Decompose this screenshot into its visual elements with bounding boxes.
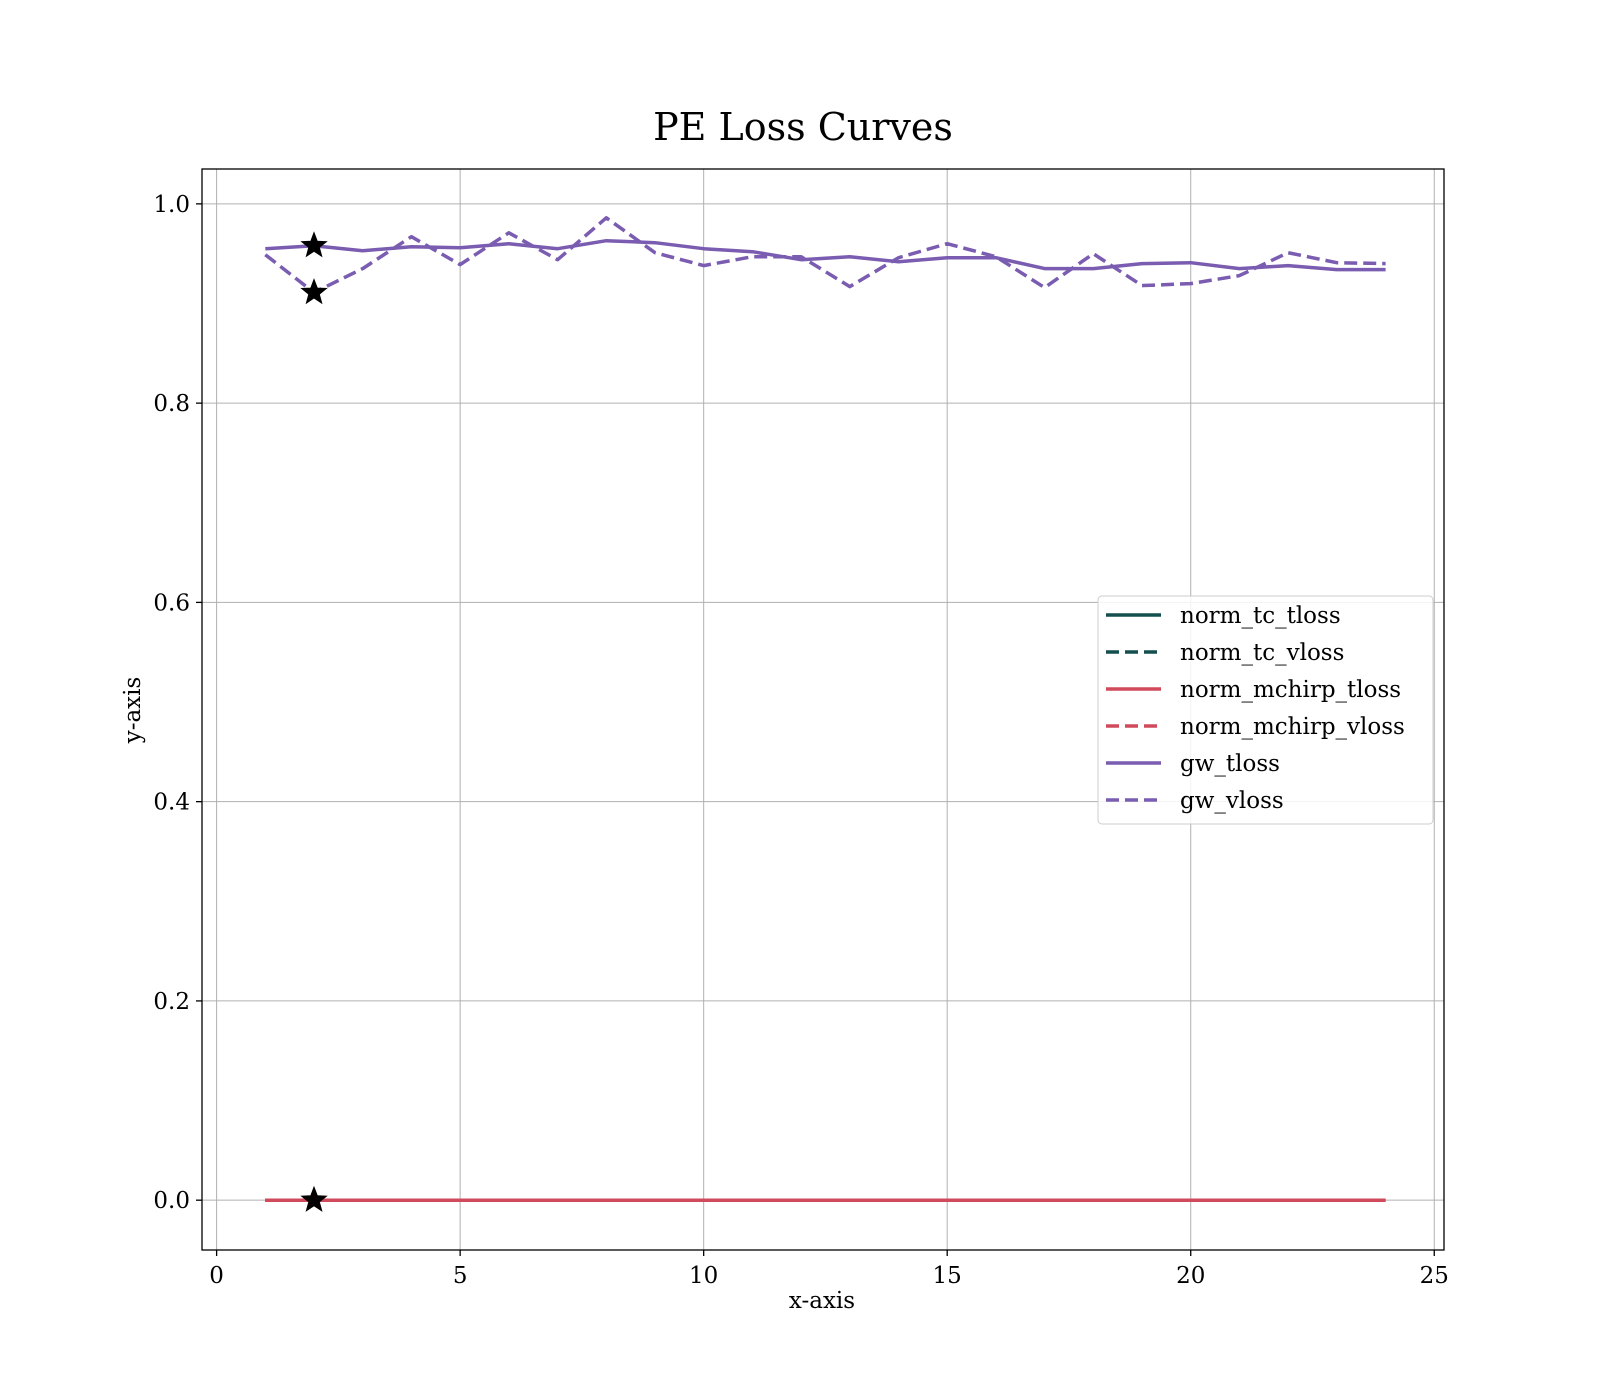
legend-label-norm-mchirp-tloss: norm_mchirp_tloss [1180,677,1401,703]
y-tick-label-0-4: 0.4 [153,790,190,816]
legend-label-gw-tloss: gw_tloss [1180,751,1280,777]
y-tick-label-1-0: 1.0 [153,192,190,218]
y-tick-label-0-6: 0.6 [153,590,190,616]
x-tick-label-0: 0 [209,1263,224,1289]
x-tick-label-5: 5 [453,1263,468,1289]
x-axis-label: x-axis [789,1288,855,1314]
legend-label-norm-tc-vloss: norm_tc_vloss [1180,640,1344,666]
legend-box [1097,595,1434,825]
legend-label-gw-vloss: gw_vloss [1180,788,1284,814]
plot-frame [201,168,1445,1251]
legend: norm_tc_tloss norm_tc_vloss norm_mchirp_tl… [1097,595,1434,825]
series-line-gw-tloss [265,238,1386,272]
x-tick-label-20: 20 [1176,1263,1205,1289]
y-tick-label-0-8: 0.8 [153,391,190,417]
y-tick-label-0-2: 0.2 [153,989,190,1015]
best-marker-star [300,231,328,258]
best-marker-star [300,1185,328,1212]
legend-label-norm-mchirp-vloss: norm_mchirp_vloss [1180,714,1405,740]
y-tick-label-0-0: 0.0 [153,1188,190,1214]
axis-ticks: 0 5 10 15 20 25 0.0 0.2 0.4 0.6 0.8 1.0 [153,192,1448,1289]
x-tick-label-15: 15 [933,1263,962,1289]
series-line-gw-vloss [264,216,1386,295]
best-marker-star [300,278,328,305]
best-markers [300,231,328,1212]
x-tick-label-10: 10 [689,1263,718,1289]
chart-title: PE Loss Curves [653,105,953,149]
y-axis-label: y-axis [120,677,146,745]
series-lines [264,216,1386,1202]
legend-label-norm-tc-tloss: norm_tc_tloss [1180,603,1341,629]
x-tick-label-25: 25 [1420,1263,1449,1289]
